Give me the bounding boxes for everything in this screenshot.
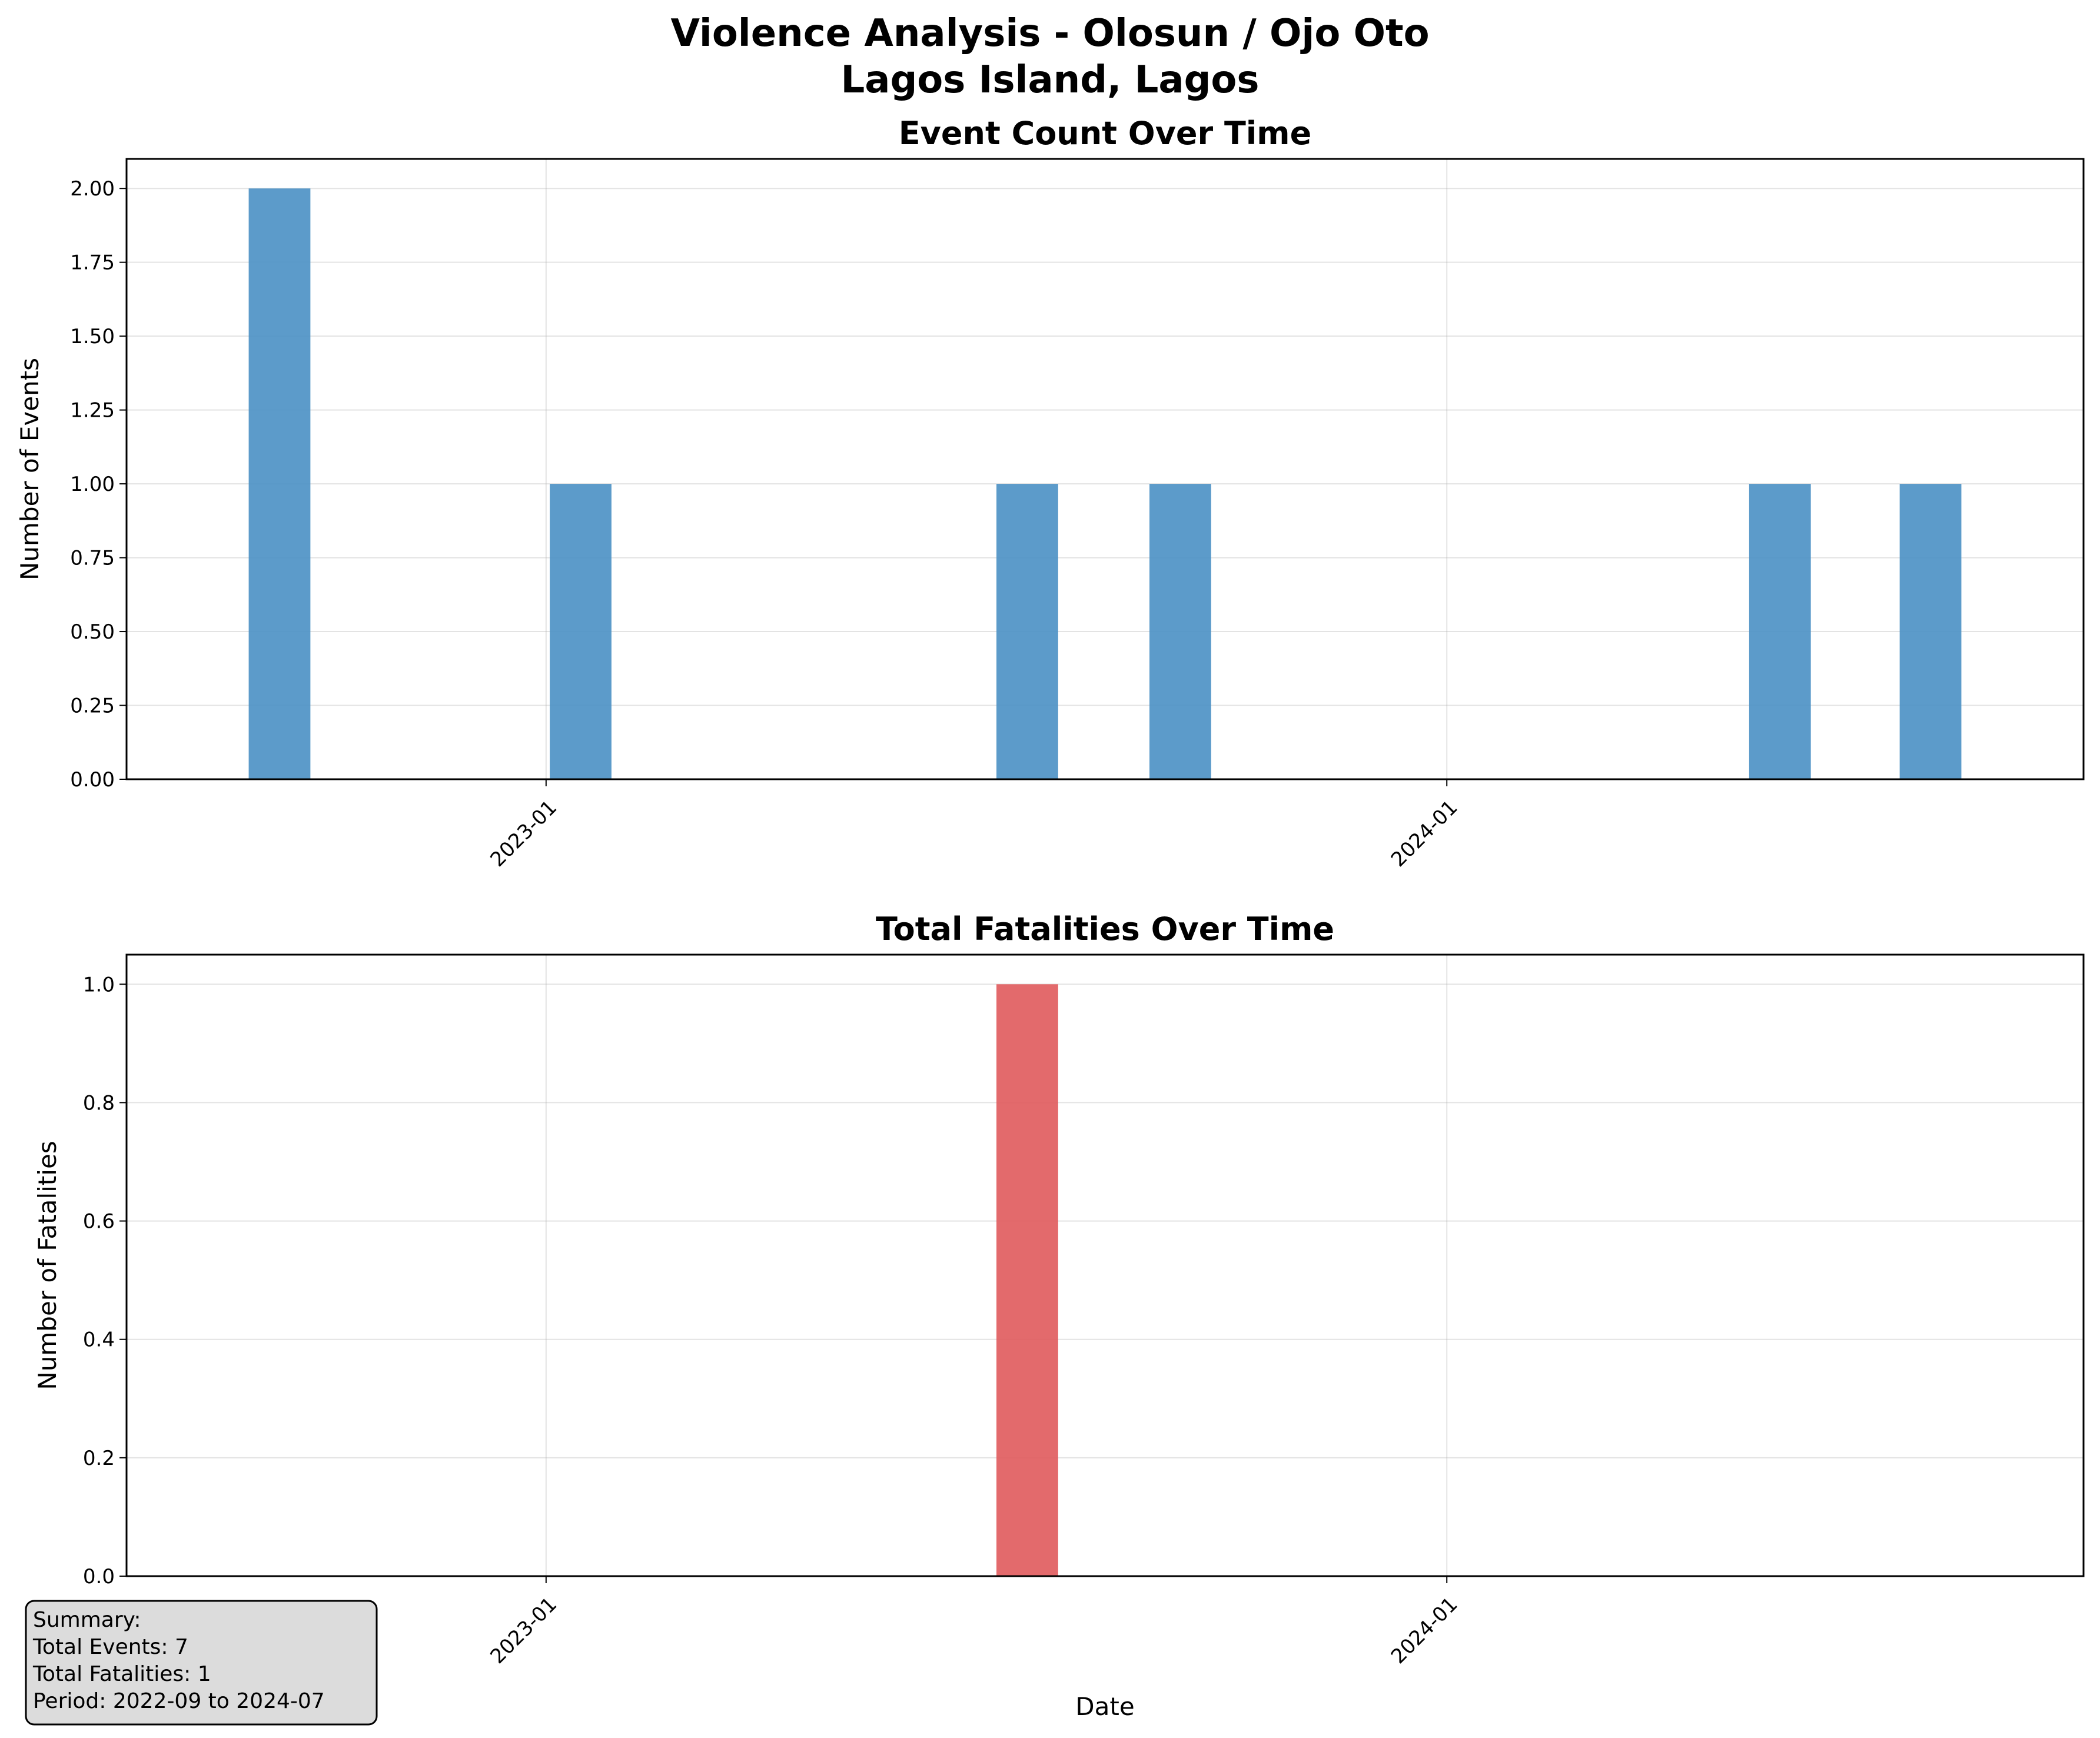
y-tick-label: 1.50 — [70, 325, 115, 348]
bar — [996, 484, 1058, 779]
event-count-chart: Event Count Over Time 0.00 0.25 0.50 0.75 1.0… — [15, 115, 2085, 872]
y-tick-label: 1.75 — [70, 251, 115, 275]
y-axis-label: Number of Events — [15, 358, 44, 580]
y-axis-label: Number of Fatalities — [33, 1141, 62, 1390]
y-tick-label: 2.00 — [70, 177, 115, 201]
bar — [550, 484, 612, 779]
bar — [248, 188, 311, 779]
y-tick-label: 0.25 — [70, 694, 115, 718]
y-tick-label: 0.00 — [70, 768, 115, 792]
axes-frame — [125, 953, 2085, 1577]
x-tick-label: 2024-01 — [1387, 1593, 1463, 1669]
summary-period: Period: 2022-09 to 2024-07 — [33, 1689, 325, 1713]
bar — [996, 984, 1058, 1576]
y-tick-label: 1.25 — [70, 399, 115, 423]
figure-title-line2: Lagos Island, Lagos — [841, 58, 1260, 102]
x-tick-label: 2023-01 — [486, 1593, 561, 1669]
y-tick-label: 1.00 — [70, 473, 115, 496]
summary-heading: Summary: — [33, 1608, 141, 1632]
summary-total-fatalities: Total Fatalities: 1 — [32, 1662, 211, 1686]
summary-box: Summary: Total Events: 7 Total Fatalitie… — [25, 1600, 378, 1726]
y-tick-label: 0.0 — [83, 1565, 115, 1589]
y-tick-label: 0.75 — [70, 547, 115, 570]
y-tick-label: 0.2 — [83, 1447, 115, 1470]
bar — [1899, 484, 1962, 779]
bar — [1749, 484, 1811, 779]
y-tick-label: 0.4 — [83, 1328, 115, 1352]
fatalities-chart: Total Fatalities Over Time 0.0 0.2 0.4 0.6 0.… — [33, 910, 2085, 1721]
chart-title: Event Count Over Time — [899, 115, 1311, 152]
y-tick-label: 0.50 — [70, 620, 115, 644]
chart-title: Total Fatalities Over Time — [876, 910, 1334, 948]
y-tick-label: 0.8 — [83, 1091, 115, 1115]
summary-box-background — [25, 1600, 378, 1726]
summary-total-events: Total Events: 7 — [32, 1635, 188, 1659]
x-axis-label: Date — [1075, 1692, 1134, 1721]
x-tick-label: 2024-01 — [1387, 796, 1463, 872]
y-tick-label: 1.0 — [83, 973, 115, 996]
bar — [1149, 484, 1211, 779]
x-tick-label: 2023-01 — [486, 796, 561, 872]
axes-frame — [125, 158, 2085, 780]
figure-title-line1: Violence Analysis - Olosun / Ojo Oto — [670, 12, 1429, 55]
y-tick-label: 0.6 — [83, 1210, 115, 1234]
